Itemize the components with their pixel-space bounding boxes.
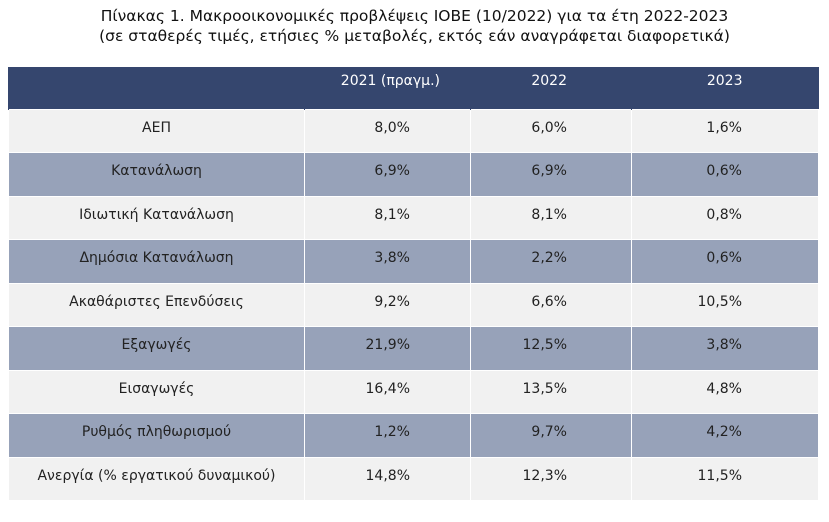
value-2022: 8,1% [470, 195, 632, 240]
value-2021: 8,0% [304, 108, 471, 153]
row-label: Δημόσια Κατανάλωση [8, 239, 305, 284]
value-2022: 6,0% [470, 108, 632, 153]
row-label: Ακαθάριστες Επενδύσεις [8, 282, 305, 327]
row-label: Κατανάλωση [8, 152, 305, 197]
value-2022: 13,5% [470, 369, 632, 414]
value-2023: 1,6% [631, 108, 819, 153]
table-row: ΑΕΠ 8,0% 6,0% 1,6% [8, 108, 819, 153]
table-row: Δημόσια Κατανάλωση 3,8% 2,2% 0,6% [8, 239, 819, 284]
value-2023: 4,2% [631, 413, 819, 458]
row-label: Ανεργία (% εργατικού δυναμικού) [8, 456, 305, 501]
table-title: Πίνακας 1. Μακροοικονομικές προβλέψεις Ι… [100, 7, 729, 25]
row-label: Ιδιωτική Κατανάλωση [8, 195, 305, 240]
header-2022: 2022 [470, 67, 632, 109]
table-row: Ανεργία (% εργατικού δυναμικού) 14,8% 12… [8, 456, 819, 501]
value-2023: 0,6% [631, 239, 819, 284]
row-label: Εισαγωγές [8, 369, 305, 414]
value-2021: 3,8% [304, 239, 471, 284]
value-2022: 9,7% [470, 413, 632, 458]
value-2023: 3,8% [631, 326, 819, 371]
value-2022: 6,9% [470, 152, 632, 197]
header-label-column [8, 67, 305, 109]
value-2023: 11,5% [631, 456, 819, 501]
table-row: Κατανάλωση 6,9% 6,9% 0,6% [8, 152, 819, 197]
value-2022: 12,3% [470, 456, 632, 501]
header-2023: 2023 [631, 67, 819, 109]
value-2021: 16,4% [304, 369, 471, 414]
value-2022: 2,2% [470, 239, 632, 284]
value-2023: 4,8% [631, 369, 819, 414]
header-2021: 2021 (πραγμ.) [304, 67, 471, 109]
value-2021: 21,9% [304, 326, 471, 371]
value-2022: 6,6% [470, 282, 632, 327]
row-label: Εξαγωγές [8, 326, 305, 371]
value-2023: 10,5% [631, 282, 819, 327]
row-label: Ρυθμός πληθωρισμού [8, 413, 305, 458]
row-label: ΑΕΠ [8, 108, 305, 153]
table-row: Ακαθάριστες Επενδύσεις 9,2% 6,6% 10,5% [8, 282, 819, 327]
value-2021: 8,1% [304, 195, 471, 240]
value-2023: 0,6% [631, 152, 819, 197]
value-2021: 9,2% [304, 282, 471, 327]
value-2021: 1,2% [304, 413, 471, 458]
value-2021: 14,8% [304, 456, 471, 501]
table-subtitle: (σε σταθερές τιμές, ετήσιες % μεταβολές,… [99, 27, 730, 45]
table-row: Ιδιωτική Κατανάλωση 8,1% 8,1% 0,8% [8, 195, 819, 240]
value-2022: 12,5% [470, 326, 632, 371]
value-2021: 6,9% [304, 152, 471, 197]
forecast-table: 2021 (πραγμ.) 2022 2023 ΑΕΠ 8,0% 6,0% 1,… [8, 67, 819, 501]
table-row: Εξαγωγές 21,9% 12,5% 3,8% [8, 326, 819, 371]
table-row: Ρυθμός πληθωρισμού 1,2% 9,7% 4,2% [8, 413, 819, 458]
table-row: Εισαγωγές 16,4% 13,5% 4,8% [8, 369, 819, 414]
value-2023: 0,8% [631, 195, 819, 240]
table-header-row: 2021 (πραγμ.) 2022 2023 [8, 67, 819, 109]
